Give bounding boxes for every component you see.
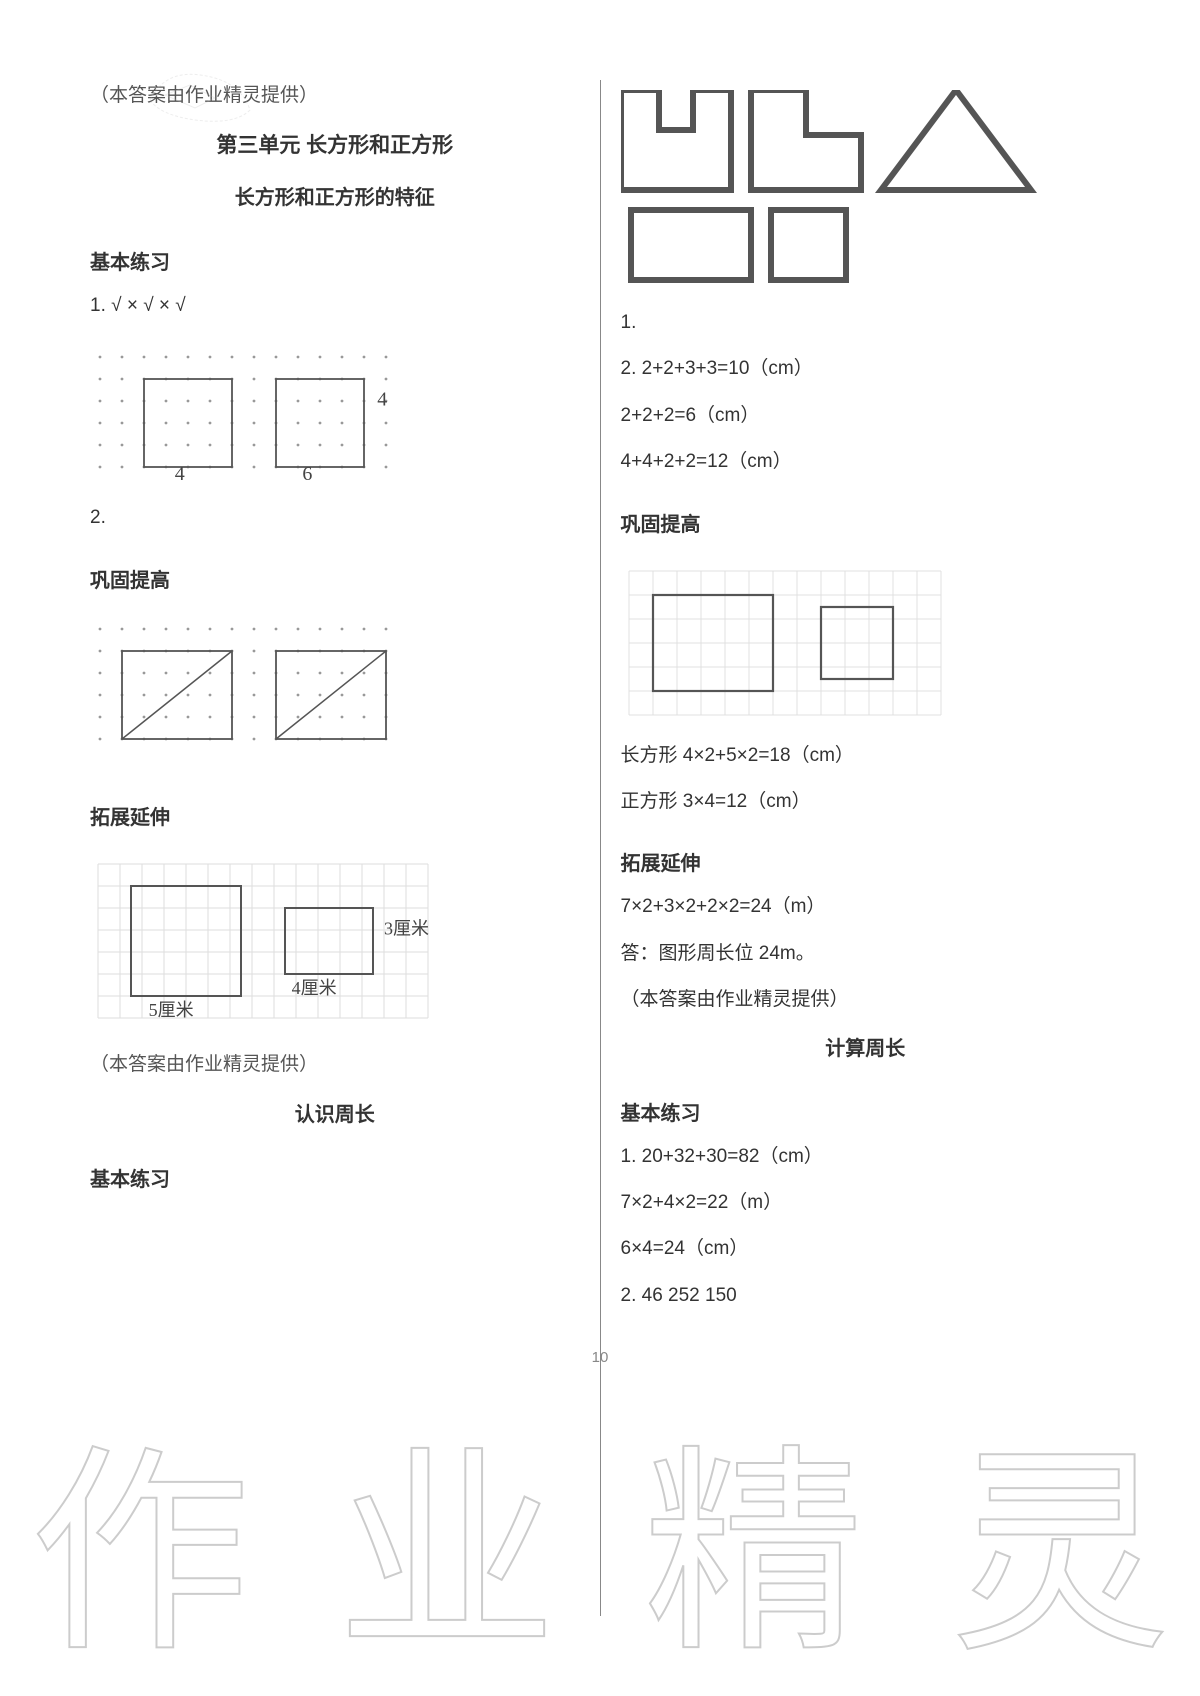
r-q1-label: 1. <box>621 308 1111 338</box>
section-subtitle-1: 长方形和正方形的特征 <box>90 181 580 210</box>
heading-basic-2: 基本练习 <box>90 1163 580 1192</box>
attribution-mid: （本答案由作业精灵提供） <box>90 1049 580 1076</box>
svg-text:6: 6 <box>302 464 312 486</box>
heading-improve-1: 巩固提高 <box>90 564 580 593</box>
svg-text:4: 4 <box>175 464 185 486</box>
svg-text:4厘米: 4厘米 <box>292 978 337 998</box>
svg-text:5厘米: 5厘米 <box>149 1000 194 1020</box>
page-number: 10 <box>592 1349 609 1366</box>
left-column: （本答案由作业精灵提供） 第三单元 长方形和正方形 长方形和正方形的特征 基本练… <box>70 80 601 1616</box>
figure-shapes-top <box>621 90 1111 290</box>
svg-text:4: 4 <box>377 389 387 411</box>
page-container: （本答案由作业精灵提供） 第三单元 长方形和正方形 长方形和正方形的特征 基本练… <box>70 80 1130 1616</box>
section-subtitle-3: 计算周长 <box>621 1032 1111 1061</box>
heading-improve-r: 巩固提高 <box>621 508 1111 537</box>
q1-answer: 1. √ × √ × √ <box>90 291 580 321</box>
r-q2c: 4+4+2+2=12（cm） <box>621 447 1111 477</box>
figure-dotgrid-2 <box>90 619 580 769</box>
rect-calc: 长方形 4×2+5×2=18（cm） <box>621 741 1111 771</box>
right-column: 1. 2. 2+2+3+3=10（cm） 2+2+2=6（cm） 4+4+2+2… <box>601 80 1131 1616</box>
attribution-r: （本答案由作业精灵提供） <box>621 985 1111 1015</box>
ext2: 答：图形周长位 24m。 <box>621 939 1111 969</box>
p1b: 7×2+4×2=22（m） <box>621 1188 1111 1218</box>
heading-extend-r: 拓展延伸 <box>621 847 1111 876</box>
r-q2b: 2+2+2=6（cm） <box>621 401 1111 431</box>
heading-basic-r: 基本练习 <box>621 1097 1111 1126</box>
p1: 1. 20+32+30=82（cm） <box>621 1142 1111 1172</box>
section-subtitle-2: 认识周长 <box>90 1098 580 1127</box>
heading-basic-1: 基本练习 <box>90 246 580 275</box>
q2-label: 2. <box>90 503 580 533</box>
heading-extend-1: 拓展延伸 <box>90 801 580 830</box>
stamp-graphic <box>145 60 255 130</box>
p1c: 6×4=24（cm） <box>621 1234 1111 1264</box>
figure-grid-improve <box>621 563 1111 723</box>
sq-calc: 正方形 3×4=12（cm） <box>621 787 1111 817</box>
r-q2: 2. 2+2+3+3=10（cm） <box>621 354 1111 384</box>
p2: 2. 46 252 150 <box>621 1281 1111 1311</box>
figure-grid-3: 5厘米 4厘米 3厘米 <box>90 856 580 1031</box>
svg-text:3厘米: 3厘米 <box>384 918 429 938</box>
unit-title: 第三单元 长方形和正方形 <box>90 129 580 159</box>
figure-dotgrid-1: 4 6 4 <box>90 347 580 497</box>
ext1: 7×2+3×2+2×2=24（m） <box>621 892 1111 922</box>
